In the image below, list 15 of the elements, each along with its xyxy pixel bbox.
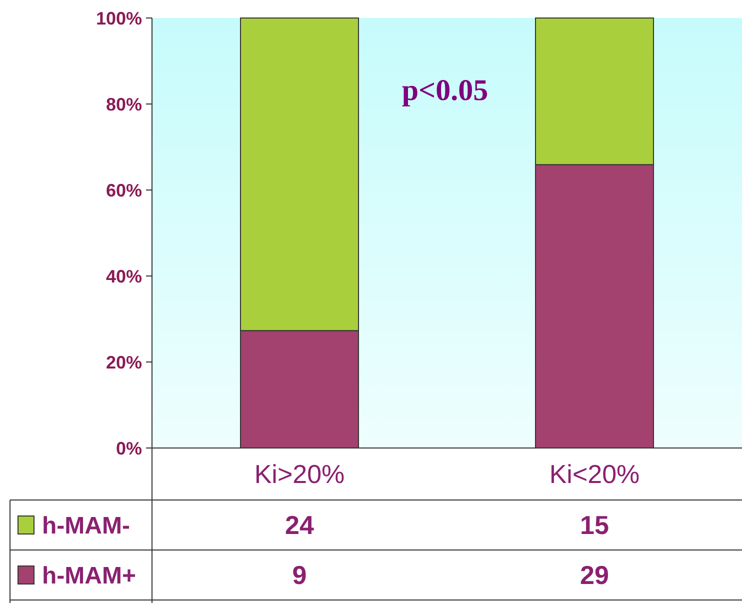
legend-label: h-MAM-	[42, 512, 130, 540]
x-tick-label: Ki>20%	[254, 459, 345, 489]
text: 24	[285, 510, 314, 540]
y-tick-label: 80%	[106, 94, 142, 114]
annotation: p<0.05	[402, 74, 488, 107]
legend-label: h-MAM+	[42, 562, 136, 590]
y-tick-label: 100%	[96, 8, 142, 28]
text: 9	[292, 560, 307, 590]
text: 29	[580, 560, 609, 590]
y-tick-label: 60%	[106, 180, 142, 200]
text: 15	[580, 510, 609, 540]
y-tick-label: 20%	[106, 352, 142, 372]
y-tick-label: 40%	[106, 266, 142, 286]
x-tick-label: Ki<20%	[549, 459, 640, 489]
y-tick-label: 0%	[116, 438, 142, 458]
